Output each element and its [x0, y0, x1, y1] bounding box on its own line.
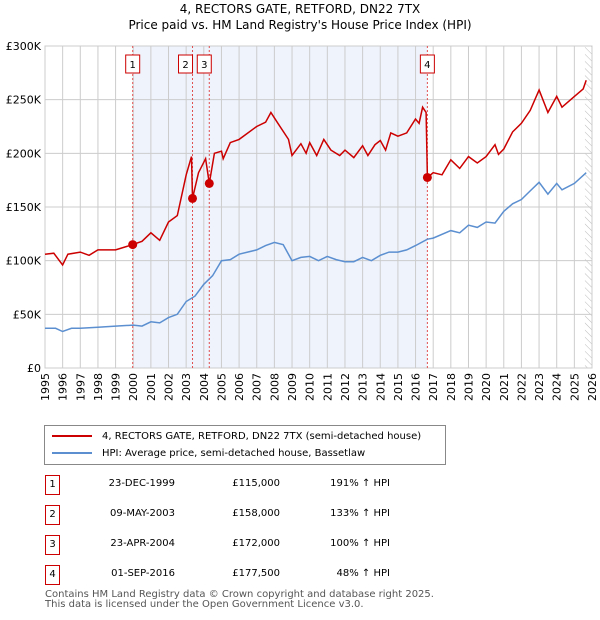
- footer-copyright: Contains HM Land Registry data © Crown c…: [45, 589, 434, 600]
- transaction-number: 3: [45, 535, 60, 555]
- x-tick-label: 1998: [92, 373, 105, 401]
- x-tick-label: 2024: [551, 373, 564, 401]
- y-tick-label: £200K: [6, 147, 42, 160]
- transaction-row: 1 23-DEC-1999 £115,000 191% ↑ HPI: [45, 475, 445, 495]
- price-chart: 1995 1996 1997 1998 1999 2000 2001 2002 2003 2004…: [6, 40, 599, 401]
- x-tick-label: 2017: [427, 373, 440, 401]
- sale-point: [204, 178, 214, 188]
- x-tick-label: 2019: [462, 373, 475, 401]
- transaction-hpi: 48% ↑ HPI: [336, 568, 390, 579]
- sale-label: 3: [201, 60, 207, 71]
- x-tick-label: 2007: [251, 373, 264, 401]
- x-tick-label: 2013: [357, 373, 370, 401]
- sale-label: 2: [182, 60, 188, 71]
- legend-item-hpi: HPI: Average price, semi-detached house,…: [45, 445, 365, 461]
- sale-point: [128, 240, 138, 250]
- transaction-date: 23-APR-2004: [110, 538, 175, 549]
- transaction-hpi: 133% ↑ HPI: [330, 508, 390, 519]
- transaction-date: 23-DEC-1999: [108, 478, 175, 489]
- x-tick-label: 2001: [145, 373, 158, 401]
- transaction-hpi: 191% ↑ HPI: [330, 478, 390, 489]
- x-tick-label: 2005: [215, 373, 228, 401]
- sale-label: 4: [424, 60, 430, 71]
- hpi-line: [45, 172, 587, 333]
- transaction-hpi: 100% ↑ HPI: [330, 538, 390, 549]
- legend-item-property: 4, RECTORS GATE, RETFORD, DN22 7TX (semi…: [45, 428, 421, 444]
- plot-border: [44, 45, 593, 369]
- y-tick-label: £250K: [6, 94, 42, 107]
- x-tick-label: 1996: [57, 373, 70, 401]
- y-tick-label: £50K: [13, 308, 42, 321]
- x-tick-label: 2021: [498, 373, 511, 401]
- transaction-number: 1: [45, 475, 60, 495]
- chart-title: 4, RECTORS GATE, RETFORD, DN22 7TX: [179, 2, 421, 16]
- transaction-number: 4: [45, 565, 60, 585]
- legend-swatch-blue: [52, 452, 92, 454]
- footer: Contains HM Land Registry data © Crown c…: [45, 590, 434, 610]
- transaction-price: £177,500: [232, 568, 280, 579]
- transaction-row: 2 09-MAY-2003 £158,000 133% ↑ HPI: [45, 505, 445, 525]
- y-tick-label: £0: [27, 362, 41, 375]
- transaction-date: 01-SEP-2016: [111, 568, 175, 579]
- x-tick-label: 1997: [74, 373, 87, 401]
- transaction-price: £115,000: [232, 478, 280, 489]
- x-tick-label: 2006: [233, 373, 246, 401]
- x-tick-label: 1999: [110, 373, 123, 401]
- x-tick-label: 2010: [304, 373, 317, 401]
- footer-licence: This data is licensed under the Open Gov…: [45, 599, 364, 610]
- transaction-price: £158,000: [232, 508, 280, 519]
- x-tick-label: 2011: [321, 373, 334, 401]
- y-tick-label: £150K: [6, 201, 42, 214]
- legend-label: 4, RECTORS GATE, RETFORD, DN22 7TX (semi…: [102, 430, 422, 442]
- x-tick-label: 2022: [515, 373, 528, 401]
- y-tick-label: £100K: [6, 255, 42, 268]
- chart-subtitle: Price paid vs. HM Land Registry's House …: [128, 18, 472, 32]
- sale-label-box: [419, 54, 435, 74]
- x-tick-label: 2003: [180, 373, 193, 401]
- legend-label: HPI: Average price, semi-detached house,…: [102, 447, 366, 459]
- legend: 4, RECTORS GATE, RETFORD, DN22 7TX (semi…: [44, 425, 446, 465]
- x-tick-label: 2012: [339, 373, 352, 401]
- sale-label-box: [178, 54, 194, 74]
- x-tick-label: 2020: [480, 373, 493, 401]
- sale-label-box: [125, 54, 141, 74]
- x-tick-label: 2015: [392, 373, 405, 401]
- x-tick-label: 2009: [286, 373, 299, 401]
- sale-point: [422, 172, 432, 182]
- x-tick-label: 2000: [127, 373, 140, 401]
- sale-point: [188, 193, 198, 203]
- x-tick-label: 2014: [374, 373, 387, 401]
- transaction-date: 09-MAY-2003: [109, 508, 175, 519]
- x-tick-label: 2004: [198, 373, 211, 401]
- x-tick-label: 2023: [533, 373, 546, 401]
- transaction-row: 3 23-APR-2004 £172,000 100% ↑ HPI: [45, 535, 445, 555]
- x-tick-label: 2025: [568, 373, 581, 401]
- x-tick-label: 1995: [39, 373, 52, 401]
- sale-label-box: [196, 54, 212, 74]
- y-tick-label: £300K: [6, 40, 42, 53]
- transaction-number: 2: [45, 505, 60, 525]
- x-tick-label: 2008: [268, 373, 281, 401]
- x-tick-label: 2026: [586, 373, 599, 401]
- transaction-price: £172,000: [232, 538, 280, 549]
- x-tick-label: 2002: [163, 373, 176, 401]
- x-tick-label: 2018: [445, 373, 458, 401]
- x-tick-label: 2016: [410, 373, 423, 401]
- transaction-row: 4 01-SEP-2016 £177,500 48% ↑ HPI: [45, 565, 445, 585]
- legend-swatch-red: [52, 435, 92, 437]
- property-price-line: [44, 80, 587, 267]
- sale-label: 1: [130, 60, 136, 71]
